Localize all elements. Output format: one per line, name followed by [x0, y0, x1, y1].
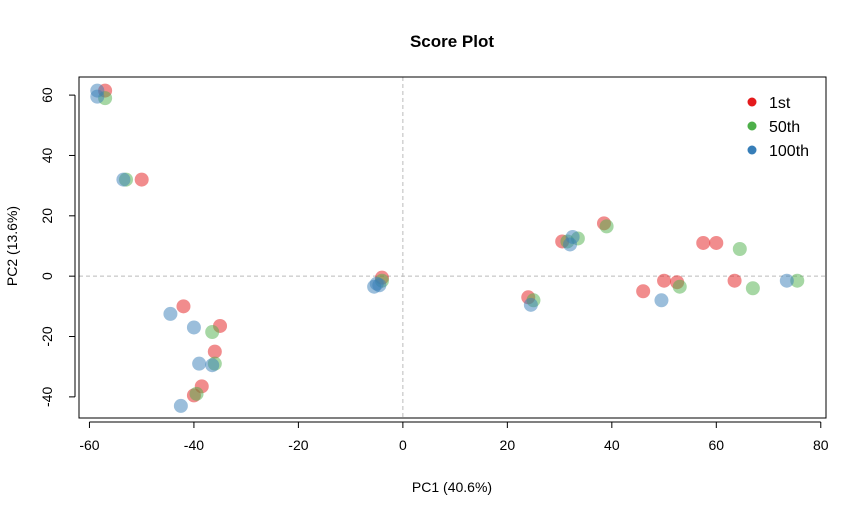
y-tick-label: -40 [39, 387, 55, 407]
data-point [207, 344, 222, 359]
x-tick-label: -60 [79, 437, 99, 453]
data-point [657, 273, 672, 288]
legend-label: 1st [769, 95, 791, 112]
data-point [90, 89, 105, 104]
data-point [372, 278, 387, 293]
x-tick-label: 60 [709, 437, 725, 453]
x-tick-label: 20 [500, 437, 516, 453]
plot-frame [78, 76, 827, 419]
y-tick-label: 60 [39, 87, 55, 103]
data-point [709, 235, 724, 250]
data-point [779, 273, 794, 288]
data-point [173, 398, 188, 413]
data-point [192, 356, 207, 371]
legend-marker [747, 121, 757, 131]
y-tick-label: 0 [39, 272, 55, 280]
legend: 1st 50th 100th [747, 95, 809, 160]
legend-label: 100th [769, 143, 809, 160]
data-point [599, 219, 614, 234]
chart-title: Score Plot [410, 32, 494, 51]
legend-marker [747, 97, 757, 107]
data-point [205, 358, 220, 373]
series-100th [90, 83, 794, 413]
data-point [745, 281, 760, 296]
y-tick-label: -20 [39, 326, 55, 346]
x-tick-label: -20 [288, 437, 308, 453]
legend-label: 50th [769, 119, 800, 136]
data-point [116, 172, 131, 187]
data-point [790, 273, 805, 288]
data-point [696, 235, 711, 250]
data-point [163, 306, 178, 321]
data-point [727, 273, 742, 288]
series-1st [98, 83, 742, 403]
y-axis-label: PC2 (13.6%) [4, 206, 20, 286]
legend-marker [747, 145, 757, 155]
x-axis: -60 -40 -20 0 20 40 60 80 [79, 421, 829, 453]
data-point [523, 297, 538, 312]
data-point [672, 279, 687, 294]
data-point [134, 172, 149, 187]
data-point [205, 324, 220, 339]
data-point [565, 229, 580, 244]
x-tick-label: 80 [813, 437, 829, 453]
y-axis: -40 -20 0 20 40 60 [39, 87, 76, 407]
y-tick-label: 40 [39, 147, 55, 163]
x-tick-label: 40 [604, 437, 620, 453]
data-point [189, 386, 204, 401]
data-point [176, 299, 191, 314]
reference-lines [79, 77, 826, 418]
data-point [186, 320, 201, 335]
data-points [90, 83, 805, 413]
y-tick-label: 20 [39, 208, 55, 224]
data-point [636, 284, 651, 299]
x-tick-label: -40 [184, 437, 204, 453]
x-axis-label: PC1 (40.6%) [412, 479, 492, 495]
data-point [654, 293, 669, 308]
x-tick-label: 0 [399, 437, 407, 453]
data-point [732, 242, 747, 257]
